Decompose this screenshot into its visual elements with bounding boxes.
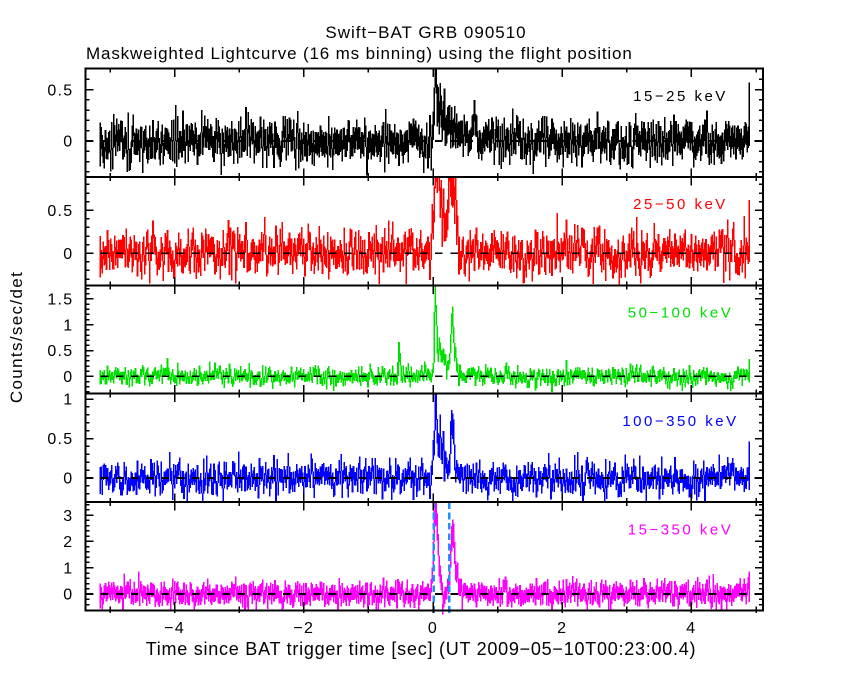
svg-text:0: 0: [63, 471, 73, 488]
svg-text:Time since BAT trigger time [s: Time since BAT trigger time [sec] (UT 20…: [146, 639, 697, 659]
svg-text:15−25 keV: 15−25 keV: [633, 88, 728, 105]
svg-text:Swift−BAT GRB 090510: Swift−BAT GRB 090510: [325, 23, 526, 42]
svg-text:3: 3: [63, 508, 73, 525]
svg-text:Maskweighted Lightcurve (16 ms: Maskweighted Lightcurve (16 ms binning) …: [86, 44, 633, 63]
svg-text:0.5: 0.5: [47, 203, 73, 220]
svg-text:1: 1: [63, 392, 73, 409]
svg-text:−4: −4: [164, 620, 185, 637]
svg-text:0: 0: [428, 620, 438, 637]
svg-text:1: 1: [63, 560, 73, 577]
svg-text:0.5: 0.5: [47, 343, 73, 360]
svg-text:1: 1: [63, 317, 73, 334]
svg-text:2: 2: [557, 620, 567, 637]
svg-text:4: 4: [686, 620, 696, 637]
svg-text:Counts/sec/det: Counts/sec/det: [7, 271, 26, 403]
svg-text:0: 0: [63, 246, 73, 263]
svg-text:−2: −2: [293, 620, 314, 637]
svg-text:100−350 keV: 100−350 keV: [622, 413, 738, 430]
svg-text:0: 0: [63, 369, 73, 386]
svg-text:1.5: 1.5: [47, 292, 73, 309]
svg-text:0: 0: [63, 587, 73, 604]
svg-text:2: 2: [63, 534, 73, 551]
svg-text:15−350 keV: 15−350 keV: [628, 521, 734, 538]
svg-text:50−100 keV: 50−100 keV: [628, 305, 734, 322]
svg-text:0.5: 0.5: [47, 431, 73, 448]
svg-text:0: 0: [63, 134, 73, 151]
svg-text:25−50 keV: 25−50 keV: [633, 196, 728, 213]
svg-text:0.5: 0.5: [47, 82, 73, 99]
